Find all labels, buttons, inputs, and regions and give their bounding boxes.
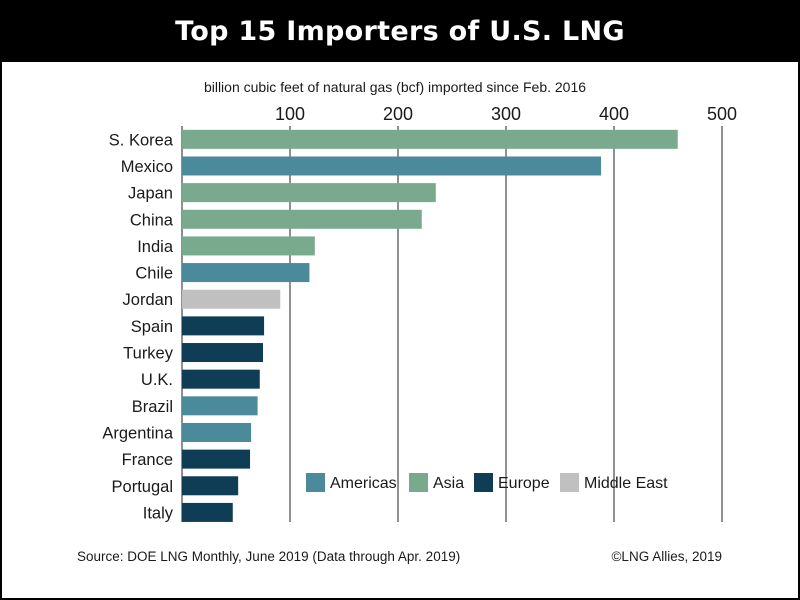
bar — [182, 209, 422, 229]
bar — [182, 263, 310, 283]
bar — [182, 343, 263, 363]
bar — [182, 422, 252, 442]
bar — [182, 289, 281, 309]
category-label: Portugal — [112, 478, 173, 496]
category-label: Jordan — [123, 291, 173, 309]
chart-subtitle: billion cubic feet of natural gas (bcf) … — [204, 79, 586, 95]
legend-swatch — [409, 473, 428, 492]
x-tick-label: 100 — [275, 104, 305, 124]
bars — [182, 129, 678, 522]
legend-label: Middle East — [584, 475, 668, 492]
chart-panel — [2, 62, 798, 598]
bar — [182, 449, 251, 469]
bar — [182, 502, 233, 522]
tick-labels: 100 200 300 400 500 — [275, 104, 737, 124]
category-label: Brazil — [132, 398, 173, 416]
title-bar: Top 15 Importers of U.S. LNG — [0, 0, 800, 62]
category-label: France — [122, 451, 173, 469]
category-label: Turkey — [123, 345, 174, 363]
category-label: U.K. — [141, 371, 173, 389]
x-tick-label: 500 — [707, 104, 737, 124]
x-tick-label: 400 — [599, 104, 629, 124]
bar — [182, 183, 436, 203]
category-label: Italy — [143, 504, 174, 522]
x-tick-label: 300 — [491, 104, 521, 124]
chart-title: Top 15 Importers of U.S. LNG — [175, 15, 625, 47]
bar — [182, 396, 258, 416]
credit-note: ©LNG Allies, 2019 — [611, 549, 722, 564]
source-note: Source: DOE LNG Monthly, June 2019 (Data… — [77, 549, 460, 564]
bar — [182, 236, 315, 256]
legend-swatch — [474, 473, 493, 492]
legend-label: Europe — [498, 475, 550, 492]
category-labels: S. Korea Mexico Japan China India Chile Jordan… — [102, 131, 173, 522]
bar — [182, 476, 239, 496]
category-label: S. Korea — [109, 131, 174, 149]
category-label: Spain — [131, 318, 173, 336]
bar — [182, 369, 260, 389]
legend: Americas Asia Europe Middle East — [306, 473, 668, 492]
category-label: China — [130, 211, 174, 229]
category-label: Argentina — [102, 424, 173, 442]
bar — [182, 316, 265, 336]
x-tick-label: 200 — [383, 104, 413, 124]
legend-label: Asia — [433, 475, 464, 492]
legend-label: Americas — [330, 475, 397, 492]
category-label: Japan — [128, 185, 173, 203]
category-label: India — [137, 238, 174, 256]
bar — [182, 156, 602, 176]
category-label: Chile — [135, 265, 173, 283]
category-label: Mexico — [121, 158, 173, 176]
legend-swatch — [560, 473, 579, 492]
legend-swatch — [306, 473, 325, 492]
bar — [182, 129, 678, 149]
